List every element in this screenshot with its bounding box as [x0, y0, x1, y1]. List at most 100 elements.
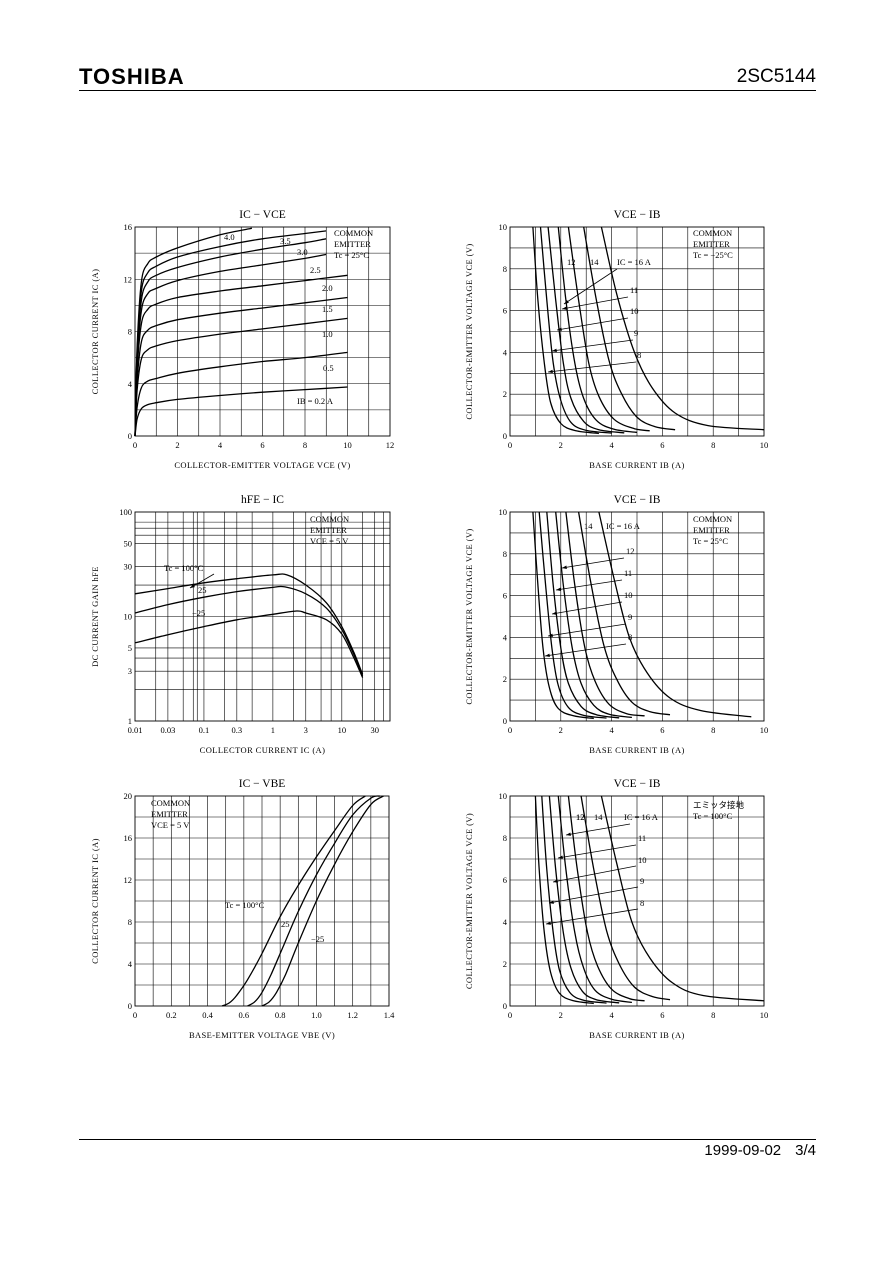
y-tick-label: 6 [503, 875, 507, 885]
series-label: 11 [638, 833, 646, 843]
label-pointer [545, 908, 639, 925]
y-axis-label: COLLECTOR CURRENT IC (A) [90, 269, 100, 395]
x-tick-label: 6 [660, 440, 664, 450]
x-tick-label: 0 [508, 725, 512, 735]
y-tick-label: 10 [499, 791, 508, 801]
series-curve-2 [538, 511, 607, 719]
x-tick-label: 0.2 [166, 1010, 177, 1020]
label-pointer-head [558, 855, 563, 859]
series-label: 8 [628, 632, 632, 642]
series-curve-4 [555, 511, 632, 719]
part-number: 2SC5144 [736, 66, 816, 87]
chart-hfe-ic: 0.01 0.03 0.1 0.3 1 3 10 30 1 3 5 10 30 50 100 hFE − IC… [90, 494, 391, 755]
toshiba-logo: TOSHIBA [79, 64, 185, 89]
series-curve-7 [134, 238, 327, 437]
chart-title: VCE − IB [614, 209, 661, 221]
label-pointer-head [549, 900, 554, 904]
chart-title: VCE − IB [614, 778, 661, 790]
x-tick-label: 10 [343, 440, 352, 450]
series-curve-2 [541, 795, 607, 1004]
series-label: −25 [311, 934, 324, 944]
x-tick-label: 1.0 [311, 1010, 322, 1020]
series-label: 3.5 [280, 236, 291, 246]
x-tick-label: 2 [559, 1010, 563, 1020]
series-curve-2 [134, 585, 364, 677]
x-tick-label: 6 [660, 1010, 664, 1020]
y-tick-label: 10 [499, 222, 508, 232]
series-curve-7 [600, 226, 765, 431]
y-tick-label: 2 [503, 674, 507, 684]
chart-annotation: VCE = 5 V [151, 820, 190, 830]
x-tick-label: 0 [508, 440, 512, 450]
series-curve-1 [532, 511, 594, 720]
chart-annotation: EMITTER [310, 525, 347, 535]
x-axis-label: COLLECTOR-EMITTER VOLTAGE VCE (V) [174, 460, 350, 470]
chart-annotation: COMMON [310, 514, 349, 524]
plot-frame [134, 511, 391, 722]
series-curve-7 [600, 795, 765, 1002]
x-tick-label: 10 [760, 1010, 769, 1020]
x-tick-label: 0 [133, 1010, 137, 1020]
chart-annotation: Tc = 100°C [693, 811, 733, 821]
series-curve-5 [567, 795, 645, 1002]
x-tick-label: 2 [175, 440, 179, 450]
series-curve-1 [134, 386, 348, 437]
y-tick-label: 16 [124, 222, 133, 232]
label-pointer [556, 317, 629, 331]
y-tick-label: 6 [503, 306, 507, 316]
series-label: 4.0 [224, 232, 235, 242]
series-label: −25 [192, 608, 205, 618]
chart-grid-lines [510, 512, 764, 721]
x-tick-label: 10 [760, 440, 769, 450]
y-axis-label: COLLECTOR-EMITTER VOLTAGE VCE (V) [464, 813, 474, 989]
y-tick-label: 16 [124, 833, 133, 843]
chart-annotation: EMITTER [334, 239, 371, 249]
x-axis-label: BASE CURRENT IB (A) [589, 1030, 685, 1040]
x-tick-label: 0.3 [232, 725, 243, 735]
chart-title: hFE − IC [241, 494, 284, 506]
y-tick-label: 50 [124, 538, 133, 548]
x-tick-label: 0.8 [275, 1010, 286, 1020]
label-pointer-head [562, 306, 567, 310]
x-tick-label: 8 [711, 1010, 715, 1020]
y-tick-label: 4 [503, 917, 508, 927]
label-pointer-head [545, 653, 550, 658]
x-tick-label: 3 [304, 725, 308, 735]
y-tick-label: 10 [499, 507, 508, 517]
chart-annotation: EMITTER [693, 239, 730, 249]
x-tick-label: 8 [303, 440, 307, 450]
series-label: 0.5 [323, 363, 334, 373]
plot-frame [509, 226, 765, 437]
chart-ic-vce: 0 2 4 6 8 10 12 0 4 8 12 16 IC − VCE COLLECTOR-EMITTE… [90, 209, 394, 470]
y-tick-label: 2 [503, 389, 507, 399]
x-axis-label: BASE-EMITTER VOLTAGE VBE (V) [189, 1030, 335, 1040]
series-label: 14 [590, 257, 599, 267]
chart-grid-lines [510, 796, 764, 1006]
y-tick-label: 8 [503, 549, 507, 559]
y-tick-label: 4 [128, 379, 133, 389]
series-label: 12 [576, 812, 585, 822]
chart-annotation: エミッタ接地 [693, 800, 745, 810]
x-tick-label: 1.2 [347, 1010, 358, 1020]
label-pointer-head [546, 921, 551, 925]
label-pointer-head [548, 369, 553, 374]
chart-annotation: Tc = 25°C [334, 250, 369, 260]
chart-annotation: COMMON [334, 228, 373, 238]
x-tick-label: 4 [609, 440, 614, 450]
label-pointer [551, 601, 623, 615]
series-curve-3 [134, 317, 348, 437]
series-curve-2 [247, 795, 381, 1007]
series-curve-9 [134, 227, 253, 437]
x-tick-label: 1 [271, 725, 275, 735]
series-curve-3 [546, 511, 620, 719]
label-pointer-head [548, 633, 553, 637]
label-pointer-head [564, 299, 569, 304]
chart-vce-ib-25: 0 2 4 6 8 10 0 2 4 6 8 10 VCE − IB BASE CURRENT IB (A… [464, 494, 768, 755]
y-tick-label: 8 [128, 917, 132, 927]
series-label: 10 [630, 306, 639, 316]
x-tick-label: 0.6 [239, 1010, 250, 1020]
chart-annotation: EMITTER [151, 809, 188, 819]
series-label: 8 [637, 350, 641, 360]
y-tick-label: 4 [503, 632, 508, 642]
